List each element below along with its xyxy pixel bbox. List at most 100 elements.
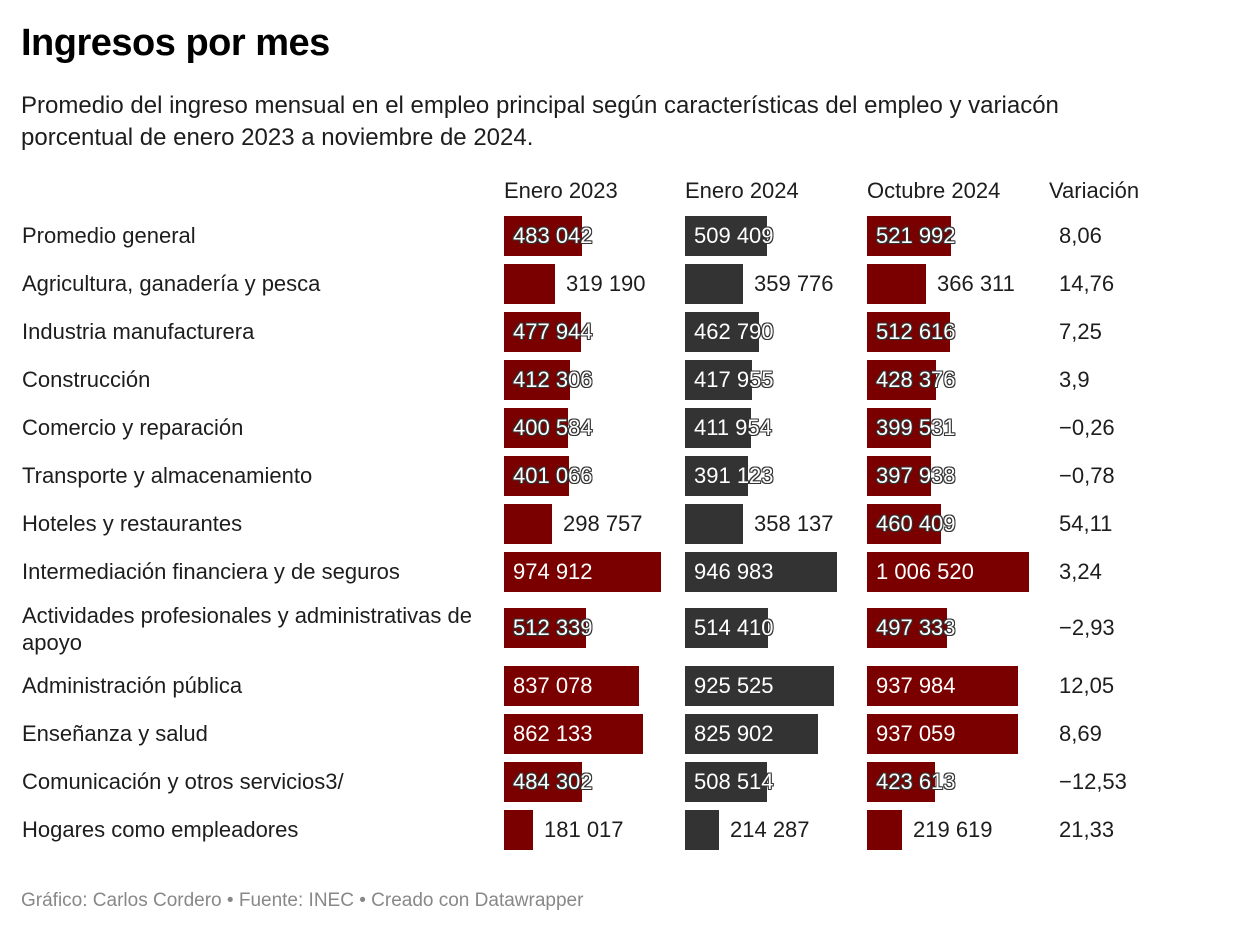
bar-enero-2023	[504, 264, 555, 304]
value-label-enero-2024: 925 525	[694, 673, 774, 698]
bar-enero-2024	[685, 456, 748, 496]
bar-enero-2024	[685, 408, 751, 448]
variacion-value: 12,05	[1059, 673, 1115, 698]
value-label-enero-2023: 181 017	[544, 817, 624, 842]
bar-enero-2024	[685, 714, 818, 754]
value-label-enero-2024: 214 287	[730, 817, 810, 842]
value-label-octubre-2024: 937 984	[876, 673, 956, 698]
value-label-octubre-2024: 397 938	[876, 463, 956, 488]
bar-octubre-2024	[867, 312, 950, 352]
variacion-value: 3,24	[1059, 559, 1102, 584]
value-label-enero-2024: 946 983	[694, 559, 774, 584]
value-label-enero-2023: 298 757	[563, 511, 643, 536]
value-label-octubre-2024: 423 613	[876, 769, 956, 794]
bar-enero-2023	[504, 360, 570, 400]
bar-enero-2023	[504, 408, 568, 448]
chart-footer: Gráfico: Carlos Cordero • Fuente: INEC •…	[21, 890, 584, 911]
bar-enero-2024	[685, 552, 837, 592]
value-label-enero-2024: 417 955	[694, 367, 774, 392]
value-label-enero-2023: 483 042	[513, 223, 593, 248]
bar-enero-2024	[685, 312, 759, 352]
column-header-enero-2023: Enero 2023	[504, 178, 618, 203]
bar-enero-2023	[504, 810, 533, 850]
value-label-octubre-2024: 460 409	[876, 511, 956, 536]
bar-enero-2024	[685, 608, 768, 648]
bar-octubre-2024	[867, 456, 931, 496]
value-label-enero-2023: 512 339	[513, 615, 593, 640]
variacion-value: 8,06	[1059, 223, 1102, 248]
row-label: Comercio y reparación	[22, 415, 244, 440]
bar-enero-2024	[685, 264, 743, 304]
variacion-value: 3,9	[1059, 367, 1090, 392]
bar-enero-2023	[504, 552, 661, 592]
value-label-octubre-2024: 512 616	[876, 319, 956, 344]
value-label-enero-2024: 359 776	[754, 271, 834, 296]
bar-octubre-2024	[867, 762, 935, 802]
value-label-octubre-2024: 219 619	[913, 817, 993, 842]
value-label-enero-2024: 825 902	[694, 721, 774, 746]
value-label-enero-2024: 514 410	[694, 615, 774, 640]
variacion-value: −2,93	[1059, 615, 1115, 640]
row-label: Hoteles y restaurantes	[22, 511, 243, 536]
variacion-value: −12,53	[1059, 769, 1127, 794]
value-label-enero-2023: 837 078	[513, 673, 593, 698]
bar-octubre-2024	[867, 408, 931, 448]
bar-enero-2024	[685, 810, 719, 850]
row-label: Promedio general	[22, 223, 196, 248]
row-label: Construcción	[22, 367, 151, 392]
row-label: Administración pública	[22, 673, 243, 698]
bar-enero-2024	[685, 504, 743, 544]
value-label-octubre-2024: 399 531	[876, 415, 956, 440]
bar-octubre-2024	[867, 504, 941, 544]
value-label-octubre-2024: 937 059	[876, 721, 956, 746]
column-header-enero-2024: Enero 2024	[685, 178, 799, 203]
bar-enero-2023	[504, 608, 586, 648]
row-label: Intermediación financiera y de seguros	[22, 559, 400, 584]
bar-octubre-2024	[867, 216, 951, 256]
bar-enero-2023	[504, 666, 639, 706]
value-label-enero-2023: 400 584	[513, 415, 593, 440]
chart-subtitle: Promedio del ingreso mensual en el emple…	[21, 92, 1059, 151]
bar-octubre-2024	[867, 810, 902, 850]
variacion-value: 21,33	[1059, 817, 1115, 842]
bar-enero-2023	[504, 312, 581, 352]
bar-octubre-2024	[867, 714, 1018, 754]
row-label: Comunicación y otros servicios3/	[22, 769, 344, 794]
bar-enero-2024	[685, 666, 834, 706]
row-label: Industria manufacturera	[22, 319, 255, 344]
column-header-octubre-2024: Octubre 2024	[867, 178, 1001, 203]
row-label: Enseñanza y salud	[22, 721, 208, 746]
bar-octubre-2024	[867, 608, 947, 648]
value-label-enero-2023: 412 306	[513, 367, 593, 392]
value-label-enero-2023: 484 302	[513, 769, 593, 794]
bar-enero-2023	[504, 714, 643, 754]
row-label: Transporte y almacenamiento	[22, 463, 313, 488]
bar-enero-2024	[685, 762, 767, 802]
value-label-enero-2023: 477 944	[513, 319, 593, 344]
value-label-enero-2023: 862 133	[513, 721, 593, 746]
bar-octubre-2024	[867, 552, 1029, 592]
variacion-value: 54,11	[1059, 511, 1113, 536]
row-label: Hogares como empleadores	[22, 817, 299, 842]
variacion-value: 14,76	[1059, 271, 1115, 296]
bar-octubre-2024	[867, 360, 936, 400]
column-header-variacion: Variación	[1049, 178, 1140, 203]
value-label-enero-2023: 319 190	[566, 271, 646, 296]
bar-octubre-2024	[867, 666, 1018, 706]
value-label-enero-2024: 411 954	[694, 415, 772, 440]
value-label-octubre-2024: 1 006 520	[876, 559, 974, 584]
value-label-enero-2024: 509 409	[694, 223, 774, 248]
value-label-enero-2023: 974 912	[513, 559, 593, 584]
bar-octubre-2024	[867, 264, 926, 304]
value-label-enero-2024: 391 123	[694, 463, 774, 488]
variacion-value: 8,69	[1059, 721, 1102, 746]
value-label-enero-2024: 462 790	[694, 319, 774, 344]
value-label-octubre-2024: 428 376	[876, 367, 956, 392]
variacion-value: 7,25	[1059, 319, 1102, 344]
value-label-octubre-2024: 366 311	[937, 271, 1015, 296]
value-label-enero-2023: 401 066	[513, 463, 593, 488]
row-label: Agricultura, ganadería y pesca	[22, 271, 321, 296]
bar-enero-2024	[685, 216, 767, 256]
bar-enero-2023	[504, 762, 582, 802]
chart-title: Ingresos por mes	[21, 22, 330, 64]
